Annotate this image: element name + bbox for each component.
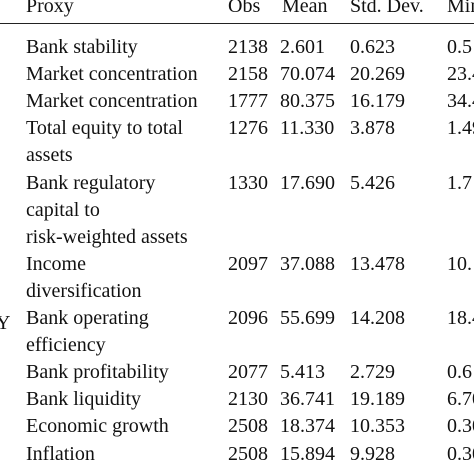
cell-mean: 11.330: [280, 117, 335, 140]
cell-min: 0.30: [447, 415, 474, 438]
cell-obs: 1777: [228, 90, 268, 113]
header-mean: Mean: [282, 0, 328, 17]
cell-obs: 2097: [228, 252, 268, 275]
cell-mean: 37.088: [280, 252, 335, 275]
cell-min: 23.4: [447, 63, 474, 86]
cell-sd: 16.179: [350, 90, 405, 113]
cell-mean: 2.601: [280, 36, 325, 58]
cell-proxy: Bank operating: [26, 307, 149, 329]
cell-min: 0.30: [447, 442, 474, 465]
cell-mean: 15.894: [280, 442, 335, 465]
cell-obs: 2508: [228, 415, 268, 438]
cell-mean: 70.074: [280, 63, 335, 86]
cell-sd: 2.729: [350, 361, 395, 384]
cell-mean: 18.374: [280, 415, 335, 438]
cell-min: 6.70: [447, 388, 474, 411]
cell-mean: 55.699: [280, 307, 335, 329]
cell-mean: 80.375: [280, 90, 335, 113]
cell-obs: 2077: [228, 361, 268, 384]
cell-obs: 2138: [228, 36, 268, 58]
cell-min: 34.4: [447, 90, 474, 113]
cell-proxy: capital to: [26, 198, 100, 221]
cell-sd: 19.189: [350, 388, 405, 411]
cell-proxy: assets: [26, 144, 73, 167]
cell-obs: 2130: [228, 388, 268, 411]
cell-proxy: Bank regulatory: [26, 171, 156, 194]
cell-sd: 14.208: [350, 307, 405, 329]
cell-proxy: Bank liquidity: [26, 388, 141, 411]
cell-proxy: Market concentration: [26, 63, 198, 86]
cell-obs: 2096: [228, 307, 268, 329]
cell-sd: 5.426: [350, 171, 395, 194]
cell-obs: 1276: [228, 117, 268, 140]
cell-proxy: Economic growth: [26, 415, 169, 438]
cell-sd: 0.623: [350, 36, 395, 58]
row-group-label: Y: [0, 312, 11, 334]
cell-proxy: Bank stability: [26, 36, 138, 58]
header-proxy: Proxy: [26, 0, 74, 17]
cell-min: 1.49: [447, 117, 474, 140]
cell-mean: 36.741: [280, 388, 335, 411]
cell-proxy: Total equity to total: [26, 117, 183, 140]
cell-proxy: Bank profitability: [26, 361, 169, 384]
cell-proxy: Inflation: [26, 442, 95, 465]
cell-sd: 10.353: [350, 415, 405, 438]
cell-obs: 2508: [228, 442, 268, 465]
cell-min: 0.6: [447, 361, 472, 384]
cell-sd: 13.478: [350, 252, 405, 275]
header-rule: [0, 23, 474, 24]
cell-sd: 9.928: [350, 442, 395, 465]
cell-sd: 20.269: [350, 63, 405, 86]
cell-min: 18.4: [447, 307, 474, 329]
cell-mean: 5.413: [280, 361, 325, 384]
cell-proxy: Income: [26, 252, 86, 275]
cell-min: 1.7: [447, 171, 472, 194]
header-std-dev: Std. Dev.: [350, 0, 424, 17]
cell-sd: 3.878: [350, 117, 395, 140]
header-obs: Obs: [228, 0, 261, 17]
cell-proxy: efficiency: [26, 334, 106, 357]
cell-mean: 17.690: [280, 171, 335, 194]
cell-proxy: diversification: [26, 279, 142, 302]
cell-proxy: Market concentration: [26, 90, 198, 113]
cell-min: 10.: [447, 252, 472, 275]
cell-obs: 1330: [228, 171, 268, 194]
header-min: Min: [447, 0, 474, 17]
cell-proxy: risk-weighted assets: [26, 225, 188, 248]
cell-min: 0.5: [447, 36, 472, 58]
cell-obs: 2158: [228, 63, 268, 86]
